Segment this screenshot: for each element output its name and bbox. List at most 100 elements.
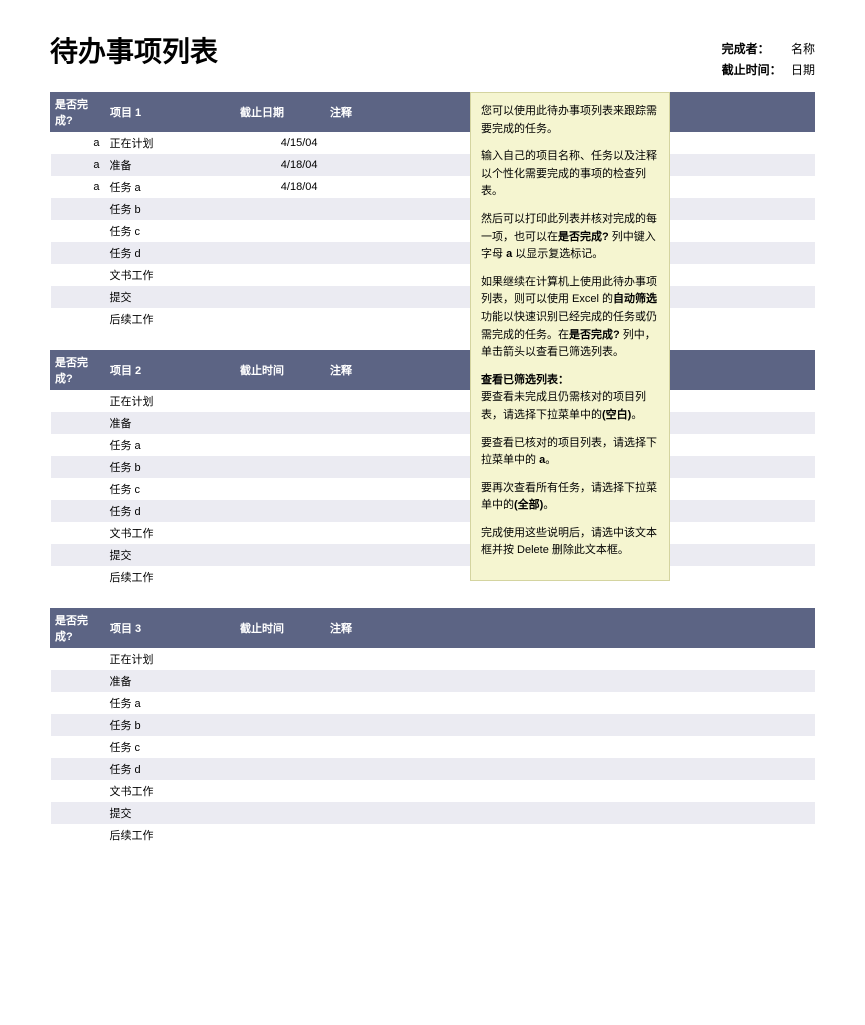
cell-done[interactable]: a (51, 154, 106, 176)
cell-done[interactable] (51, 434, 106, 456)
cell-task[interactable]: 任务 c (106, 478, 236, 500)
cell-due[interactable]: 4/18/04 (236, 154, 326, 176)
cell-task[interactable]: 提交 (106, 286, 236, 308)
col-done[interactable]: 是否完成? (51, 93, 106, 132)
cell-notes[interactable] (326, 648, 815, 671)
cell-done[interactable] (51, 500, 106, 522)
cell-done[interactable] (51, 412, 106, 434)
cell-due[interactable] (236, 478, 326, 500)
col-done[interactable]: 是否完成? (51, 609, 106, 648)
col-due[interactable]: 截止时间 (236, 609, 326, 648)
cell-done[interactable] (51, 714, 106, 736)
cell-task[interactable]: 后续工作 (106, 566, 236, 588)
cell-due[interactable] (236, 714, 326, 736)
cell-task[interactable]: 正在计划 (106, 132, 236, 155)
col-project[interactable]: 项目 2 (106, 351, 236, 390)
cell-task[interactable]: 任务 c (106, 736, 236, 758)
cell-done[interactable] (51, 220, 106, 242)
col-notes[interactable]: 注释 (326, 609, 815, 648)
cell-done[interactable] (51, 692, 106, 714)
col-project[interactable]: 项目 3 (106, 609, 236, 648)
cell-task[interactable]: 文书工作 (106, 522, 236, 544)
col-due[interactable]: 截止日期 (236, 93, 326, 132)
col-due[interactable]: 截止时间 (236, 351, 326, 390)
cell-done[interactable] (51, 390, 106, 413)
cell-due[interactable] (236, 434, 326, 456)
cell-due[interactable] (236, 544, 326, 566)
cell-done[interactable] (51, 308, 106, 330)
cell-task[interactable]: 提交 (106, 802, 236, 824)
cell-done[interactable] (51, 242, 106, 264)
cell-notes[interactable] (326, 824, 815, 846)
cell-done[interactable] (51, 522, 106, 544)
cell-task[interactable]: 正在计划 (106, 390, 236, 413)
cell-due[interactable]: 4/18/04 (236, 176, 326, 198)
cell-done[interactable] (51, 264, 106, 286)
cell-due[interactable] (236, 198, 326, 220)
cell-done[interactable] (51, 286, 106, 308)
col-done[interactable]: 是否完成? (51, 351, 106, 390)
cell-done[interactable] (51, 824, 106, 846)
col-project[interactable]: 项目 1 (106, 93, 236, 132)
cell-due[interactable] (236, 736, 326, 758)
cell-done[interactable] (51, 544, 106, 566)
cell-task[interactable]: 任务 d (106, 242, 236, 264)
cell-task[interactable]: 准备 (106, 412, 236, 434)
cell-task[interactable]: 正在计划 (106, 648, 236, 671)
cell-due[interactable] (236, 670, 326, 692)
cell-task[interactable]: 任务 b (106, 456, 236, 478)
cell-task[interactable]: 准备 (106, 670, 236, 692)
cell-task[interactable]: 任务 a (106, 176, 236, 198)
cell-done[interactable]: a (51, 132, 106, 155)
cell-due[interactable] (236, 780, 326, 802)
cell-notes[interactable] (326, 802, 815, 824)
cell-notes[interactable] (326, 780, 815, 802)
cell-notes[interactable] (326, 670, 815, 692)
cell-done[interactable] (51, 198, 106, 220)
cell-task[interactable]: 提交 (106, 544, 236, 566)
cell-done[interactable] (51, 648, 106, 671)
cell-task[interactable]: 任务 a (106, 434, 236, 456)
cell-done[interactable]: a (51, 176, 106, 198)
cell-done[interactable] (51, 736, 106, 758)
cell-due[interactable] (236, 242, 326, 264)
cell-done[interactable] (51, 758, 106, 780)
cell-due[interactable]: 4/15/04 (236, 132, 326, 155)
cell-task[interactable]: 文书工作 (106, 264, 236, 286)
cell-due[interactable] (236, 412, 326, 434)
cell-due[interactable] (236, 566, 326, 588)
cell-due[interactable] (236, 802, 326, 824)
cell-task[interactable]: 后续工作 (106, 308, 236, 330)
cell-done[interactable] (51, 802, 106, 824)
cell-notes[interactable] (326, 758, 815, 780)
cell-task[interactable]: 任务 b (106, 714, 236, 736)
cell-done[interactable] (51, 780, 106, 802)
cell-due[interactable] (236, 692, 326, 714)
cell-due[interactable] (236, 758, 326, 780)
cell-notes[interactable] (326, 692, 815, 714)
cell-task[interactable]: 准备 (106, 154, 236, 176)
cell-due[interactable] (236, 500, 326, 522)
cell-task[interactable]: 任务 c (106, 220, 236, 242)
cell-task[interactable]: 文书工作 (106, 780, 236, 802)
cell-due[interactable] (236, 648, 326, 671)
cell-due[interactable] (236, 308, 326, 330)
cell-task[interactable]: 任务 d (106, 758, 236, 780)
cell-due[interactable] (236, 286, 326, 308)
cell-task[interactable]: 后续工作 (106, 824, 236, 846)
cell-task[interactable]: 任务 d (106, 500, 236, 522)
cell-done[interactable] (51, 670, 106, 692)
cell-task[interactable]: 任务 a (106, 692, 236, 714)
cell-due[interactable] (236, 456, 326, 478)
cell-due[interactable] (236, 220, 326, 242)
cell-due[interactable] (236, 264, 326, 286)
cell-done[interactable] (51, 478, 106, 500)
cell-due[interactable] (236, 522, 326, 544)
cell-notes[interactable] (326, 714, 815, 736)
cell-task[interactable]: 任务 b (106, 198, 236, 220)
cell-due[interactable] (236, 824, 326, 846)
instructions-box[interactable]: 您可以使用此待办事项列表来跟踪需要完成的任务。 输入自己的项目名称、任务以及注释… (470, 92, 670, 581)
cell-notes[interactable] (326, 736, 815, 758)
cell-done[interactable] (51, 566, 106, 588)
cell-due[interactable] (236, 390, 326, 413)
